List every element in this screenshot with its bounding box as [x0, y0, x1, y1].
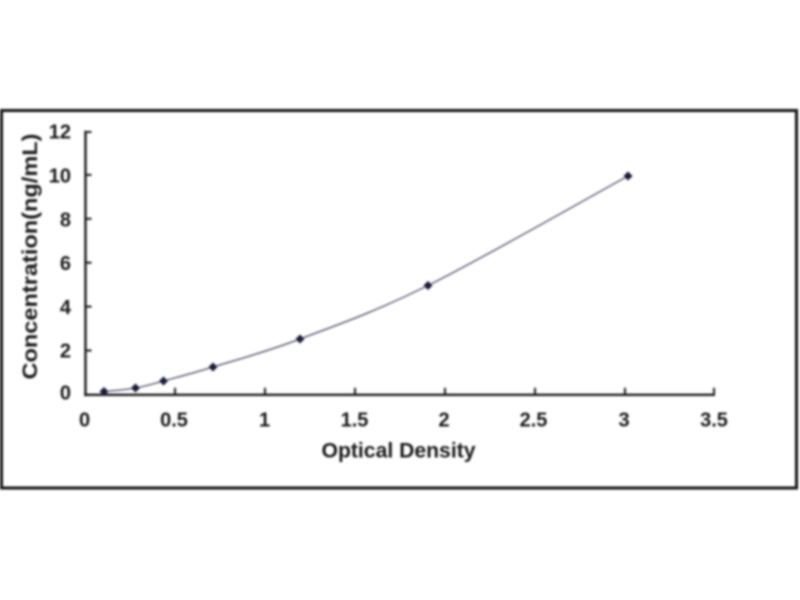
svg-text:0: 0 — [60, 382, 71, 404]
svg-text:0: 0 — [79, 410, 90, 432]
svg-text:3: 3 — [618, 410, 629, 432]
svg-text:2: 2 — [438, 410, 449, 432]
svg-text:1: 1 — [259, 410, 270, 432]
svg-text:8: 8 — [60, 209, 71, 231]
svg-text:10: 10 — [49, 166, 71, 188]
svg-text:1.5: 1.5 — [341, 410, 369, 432]
svg-text:3.5: 3.5 — [700, 410, 728, 432]
svg-text:Optical Density: Optical Density — [322, 439, 476, 463]
svg-text:12: 12 — [49, 122, 71, 144]
svg-text:2.5: 2.5 — [520, 410, 548, 432]
svg-text:2: 2 — [60, 341, 71, 363]
svg-text:Concentration(ng/mL): Concentration(ng/mL) — [19, 134, 42, 380]
svg-text:0.5: 0.5 — [160, 410, 188, 432]
svg-text:6: 6 — [60, 253, 71, 275]
svg-text:4: 4 — [60, 297, 72, 319]
